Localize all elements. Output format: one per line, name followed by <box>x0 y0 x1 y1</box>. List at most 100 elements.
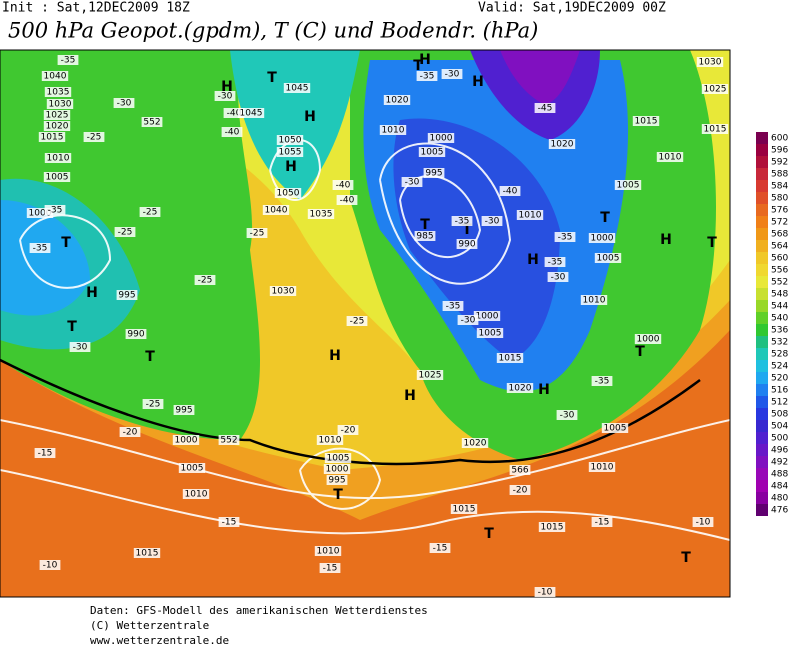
label-box <box>262 205 290 215</box>
contour-label: 1030 <box>699 58 722 68</box>
footer-line: www.wetterzentrale.de <box>90 634 229 647</box>
legend-label: 552 <box>771 278 788 288</box>
legend-swatch <box>756 228 768 240</box>
contour-label: 1005 <box>617 181 640 191</box>
label-box <box>427 133 455 143</box>
label-box <box>218 517 240 527</box>
contour-label: 995 <box>328 476 345 486</box>
label-box <box>218 435 240 445</box>
label-box <box>269 286 297 296</box>
label-box <box>401 177 423 187</box>
legend-swatch <box>756 432 768 444</box>
label-box <box>26 208 54 218</box>
label-box <box>276 147 304 157</box>
contour-label: 1040 <box>44 72 67 82</box>
legend-label: 584 <box>771 182 788 192</box>
pressure-center: T <box>420 217 430 233</box>
map-frame <box>0 49 731 598</box>
legend-label: 580 <box>771 194 788 204</box>
label-box <box>509 485 531 495</box>
label-box <box>457 315 479 325</box>
legend-swatch <box>756 360 768 372</box>
label-box <box>516 210 544 220</box>
contour-label: -35 <box>595 377 610 387</box>
legend-swatch <box>756 384 768 396</box>
label-box <box>133 548 161 558</box>
label-box <box>632 116 660 126</box>
label-box <box>43 172 71 182</box>
legend-label: 592 <box>771 158 788 168</box>
label-box <box>119 427 141 437</box>
contour-label: -25 <box>143 208 158 218</box>
contour-label: 1005 <box>597 254 620 264</box>
contour-label: 1000 <box>637 335 660 345</box>
legend-label: 504 <box>771 422 788 432</box>
legend-label: 556 <box>771 266 788 276</box>
contour-label: 1015 <box>704 125 727 135</box>
contour-label: -25 <box>146 400 161 410</box>
label-box <box>324 453 352 463</box>
contour-label: 985 <box>416 232 433 242</box>
label-box <box>194 275 216 285</box>
label-box <box>323 464 351 474</box>
legend-label: 564 <box>771 242 788 252</box>
legend-label: 600 <box>771 134 788 144</box>
pressure-center: H <box>527 252 539 268</box>
contour-label: 1020 <box>386 96 409 106</box>
contour-label: -10 <box>696 518 711 528</box>
pressure-center: H <box>221 79 233 95</box>
contour-label: -15 <box>433 544 448 554</box>
pressure-center: H <box>660 232 672 248</box>
label-box <box>441 69 463 79</box>
label-box <box>114 227 136 237</box>
contour-label: 1030 <box>272 287 295 297</box>
label-box <box>69 342 91 352</box>
label-box <box>442 301 464 311</box>
label-box <box>506 383 534 393</box>
contour-label: 1005 <box>181 464 204 474</box>
label-box <box>588 462 616 472</box>
label-box <box>692 517 714 527</box>
contour-label: -30 <box>445 70 460 80</box>
label-box <box>46 99 74 109</box>
pressure-center: T <box>462 222 472 238</box>
label-box <box>139 207 161 217</box>
contour-label: -25 <box>198 276 213 286</box>
contour-label: -30 <box>405 178 420 188</box>
legend-swatch <box>756 312 768 324</box>
legend-label: 476 <box>771 506 788 516</box>
contour-label: 1020 <box>464 439 487 449</box>
contour-label: 1005 <box>421 148 444 158</box>
label-box <box>316 435 344 445</box>
legend-swatch <box>756 180 768 192</box>
contour-label: 1020 <box>509 384 532 394</box>
contour-label: -20 <box>513 486 528 496</box>
label-box <box>548 139 576 149</box>
legend-swatch <box>756 348 768 360</box>
label-box <box>141 117 163 127</box>
contour-label: 1005 <box>46 173 69 183</box>
label-box <box>544 257 566 267</box>
label-box <box>379 125 407 135</box>
pressure-center: T <box>600 210 610 226</box>
label-box <box>418 147 446 157</box>
contour-label: -35 <box>548 258 563 268</box>
legend-label: 496 <box>771 446 788 456</box>
label-box <box>314 546 342 556</box>
pressure-center: T <box>61 235 71 251</box>
label-box <box>34 448 56 458</box>
contour-label: 1010 <box>591 463 614 473</box>
label-box <box>456 239 478 249</box>
label-box <box>556 410 578 420</box>
legend-swatch <box>756 324 768 336</box>
contour-label: -35 <box>420 72 435 82</box>
contour-label: 990 <box>127 330 144 340</box>
contour-label: 1010 <box>317 547 340 557</box>
legend-swatch <box>756 444 768 456</box>
contour-label: -35 <box>48 206 63 216</box>
label-box <box>178 463 206 473</box>
contour-label: -20 <box>341 426 356 436</box>
label-box <box>125 329 147 339</box>
contour-label: 552 <box>143 118 160 128</box>
legend-swatch <box>756 204 768 216</box>
